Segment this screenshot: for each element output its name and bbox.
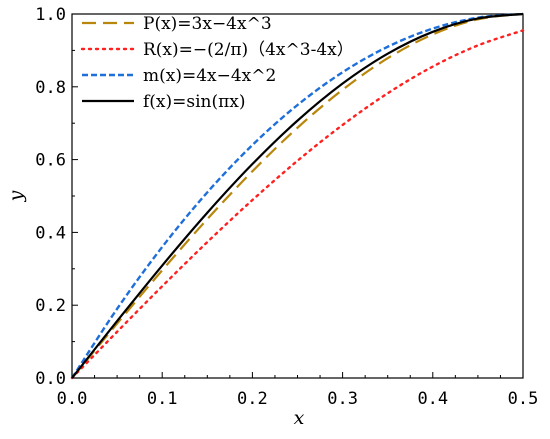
x-tick-label: 0.2 <box>237 389 268 409</box>
series-line-4 <box>71 12 524 379</box>
y-tick-label: 0.4 <box>35 223 66 243</box>
legend-label-2: R(x)=−(2/π)（4x^3-4x） <box>143 40 354 60</box>
legend-label-1: P(x)=3x−4x^3 <box>143 14 272 34</box>
y-tick-label: 1.0 <box>35 5 66 25</box>
legend-label-4: f(x)=sin(πx) <box>143 92 246 112</box>
x-tick-label: 0.5 <box>508 389 539 409</box>
x-tick-label: 0.3 <box>327 389 358 409</box>
x-tick-label: 0.4 <box>417 389 448 409</box>
series-layer <box>70 12 525 380</box>
x-tick-label: 0.0 <box>57 389 88 409</box>
x-axis-title: x <box>294 407 305 429</box>
legend-label-3: m(x)=4x−4x^2 <box>143 66 276 86</box>
y-tick-label: 0.6 <box>35 151 66 171</box>
series-line-3 <box>70 12 524 379</box>
y-tick-label: 0.2 <box>35 296 66 316</box>
ticks-layer: 0.0 0.1 0.2 0.3 0.4 0.5 0.0 0.2 0.4 0.6 0.8 1.0 <box>35 5 538 409</box>
y-axis-title: y <box>5 190 27 202</box>
series-line-1 <box>71 12 524 379</box>
x-tick-label: 0.1 <box>147 389 178 409</box>
y-tick-label: 0.0 <box>35 369 66 389</box>
plot-frame <box>71 13 524 379</box>
legend: P(x)=3x−4x^3 R(x)=−(2/π)（4x^3-4x） m(x)=4x−… <box>80 14 354 112</box>
plot-border <box>71 13 524 379</box>
y-tick-label: 0.8 <box>35 78 66 98</box>
series-line-2 <box>70 29 525 380</box>
